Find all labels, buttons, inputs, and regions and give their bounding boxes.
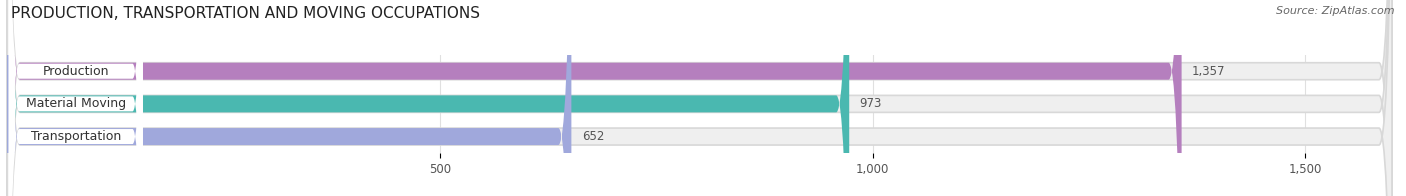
Text: Material Moving: Material Moving (25, 97, 127, 110)
FancyBboxPatch shape (8, 0, 143, 196)
Text: 652: 652 (582, 130, 605, 143)
FancyBboxPatch shape (7, 0, 1181, 196)
FancyBboxPatch shape (7, 0, 849, 196)
Text: 1,357: 1,357 (1192, 65, 1226, 78)
Text: 973: 973 (859, 97, 882, 110)
FancyBboxPatch shape (8, 0, 143, 196)
Text: PRODUCTION, TRANSPORTATION AND MOVING OCCUPATIONS: PRODUCTION, TRANSPORTATION AND MOVING OC… (11, 6, 481, 21)
FancyBboxPatch shape (8, 0, 143, 196)
FancyBboxPatch shape (7, 0, 571, 196)
FancyBboxPatch shape (7, 0, 1392, 196)
FancyBboxPatch shape (7, 0, 1392, 196)
Text: Production: Production (42, 65, 110, 78)
Text: Source: ZipAtlas.com: Source: ZipAtlas.com (1277, 6, 1395, 16)
Text: Transportation: Transportation (31, 130, 121, 143)
FancyBboxPatch shape (7, 0, 1392, 196)
